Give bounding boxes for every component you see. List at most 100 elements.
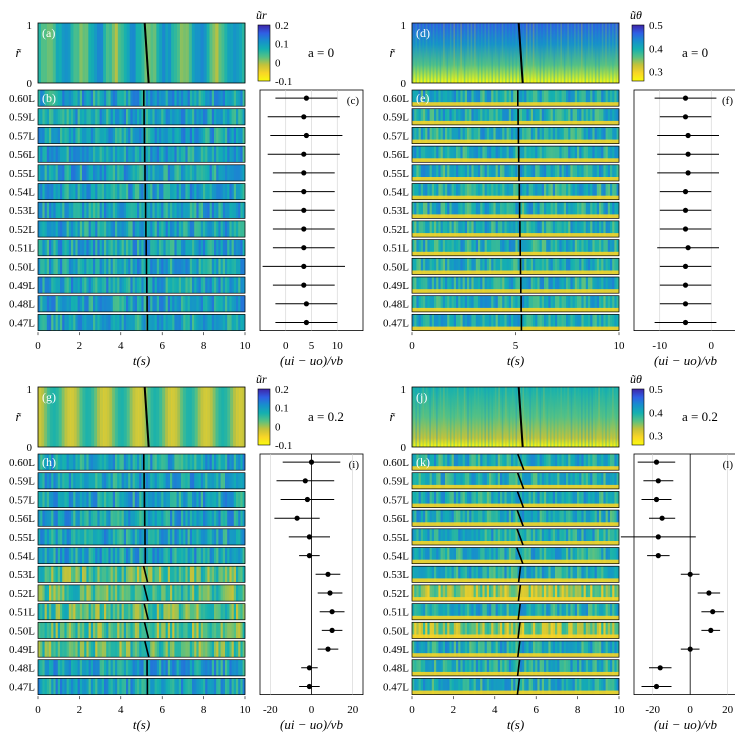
strip — [411, 453, 620, 471]
heatmap-cell — [53, 239, 56, 256]
heatmap-cell — [51, 603, 54, 620]
heatmap-cell — [115, 164, 118, 181]
heatmap-cell — [238, 547, 241, 564]
heatmap-cell — [429, 164, 433, 181]
heatmap-cell — [200, 183, 204, 200]
heatmap-cell — [38, 164, 41, 181]
heatmap-cell — [502, 90, 505, 107]
heatmap-cell — [431, 220, 435, 238]
heatmap-cell — [170, 183, 173, 200]
heatmap-cell — [88, 387, 92, 447]
heatmap-cell — [207, 472, 210, 489]
heatmap-cell — [203, 387, 208, 447]
heatmap-cell — [60, 491, 63, 508]
heatmap-cell — [440, 295, 444, 312]
heatmap-cell — [418, 547, 422, 564]
heatmap-cell — [93, 108, 96, 125]
heatmap-cell — [458, 127, 461, 144]
heatmap-cell — [572, 510, 576, 527]
heatmap-cell — [42, 547, 45, 564]
heatmap-cell — [147, 387, 151, 447]
heatmap-cell — [502, 491, 505, 508]
heatmap-cell — [530, 90, 534, 107]
heatmap-cell — [121, 90, 125, 107]
heatmap-cell — [414, 510, 417, 527]
main-heatmap — [411, 386, 620, 448]
heatmap-cell — [445, 277, 448, 294]
heatmap-cell — [233, 387, 237, 447]
heatmap-cell — [43, 23, 48, 83]
main-frame — [37, 22, 246, 84]
heatmap-cell — [57, 566, 61, 583]
heatmap-cell — [231, 603, 235, 620]
heatmap-cell — [207, 510, 210, 527]
heatmap-cell — [165, 183, 169, 200]
heatmap-cell — [603, 510, 606, 527]
x-tick-label: 0 — [309, 704, 315, 716]
heatmap-cell — [559, 314, 562, 331]
heatmap-cell — [115, 277, 118, 294]
heatmap-cell — [513, 239, 516, 256]
heatmap-cell — [612, 258, 615, 275]
heatmap-cell — [148, 146, 151, 163]
heatmap-cell — [563, 220, 567, 238]
data-point — [301, 207, 307, 213]
heatmap-cell — [412, 258, 415, 275]
heatmap-cell — [229, 659, 232, 676]
heatmap-cell — [525, 387, 528, 447]
heatmap-cell — [194, 295, 197, 312]
heatmap-cell — [557, 491, 560, 508]
heatmap-cell — [222, 454, 226, 471]
heatmap-cell — [132, 295, 136, 312]
heatmap-cell — [530, 220, 534, 238]
heatmap-cell — [161, 547, 164, 564]
heatmap-cell — [196, 547, 199, 564]
heatmap-cell — [212, 23, 216, 83]
strip-frame — [411, 127, 620, 144]
heatmap-cell — [218, 314, 221, 331]
heatmap-cell — [154, 678, 158, 695]
heatmap-cell — [101, 108, 105, 125]
heatmap-cell — [442, 472, 446, 489]
heatmap-cell — [183, 277, 186, 294]
heatmap-cell — [592, 566, 595, 583]
heatmap-cell — [112, 584, 116, 602]
heatmap-cell — [128, 510, 131, 527]
heatmap-cell — [225, 454, 228, 471]
heatmap-cell — [185, 566, 188, 583]
heatmap-cell — [49, 641, 52, 658]
heatmap-cell — [566, 454, 569, 471]
heatmap-cell — [161, 622, 164, 639]
heatmap-cell — [501, 23, 504, 83]
heatmap-cell — [139, 510, 142, 527]
heatmap-cell — [599, 566, 602, 583]
heatmap-cell — [552, 220, 556, 238]
heatmap-cell — [477, 23, 480, 83]
heatmap-cell — [603, 491, 606, 508]
heatmap-cell — [139, 641, 142, 658]
heatmap-cell — [79, 90, 83, 107]
heatmap-cell — [590, 239, 593, 256]
y-tick-label: 1 — [27, 20, 33, 32]
heatmap-cell — [220, 491, 224, 508]
heatmap-cell — [183, 183, 186, 200]
heatmap-cell — [451, 295, 455, 312]
heatmap-cell — [614, 239, 617, 256]
heatmap-cell — [596, 183, 600, 200]
heatmap-cell — [610, 454, 613, 471]
heatmap-cell — [187, 202, 191, 219]
heatmap-cell — [40, 454, 43, 471]
strip — [411, 565, 620, 583]
heatmap-cell — [64, 622, 67, 639]
heatmap-cell — [200, 491, 204, 508]
heatmap-cell — [579, 472, 582, 489]
heatmap-cell — [227, 127, 230, 144]
heatmap-cell — [616, 108, 620, 125]
strip — [37, 89, 246, 107]
heatmap-cell — [451, 90, 455, 107]
colorbar-tick-label: 0.1 — [275, 403, 289, 415]
heatmap-cell — [517, 220, 521, 238]
heatmap-cell — [607, 295, 611, 312]
heatmap-cell — [82, 491, 85, 508]
heatmap-cell — [126, 314, 129, 331]
